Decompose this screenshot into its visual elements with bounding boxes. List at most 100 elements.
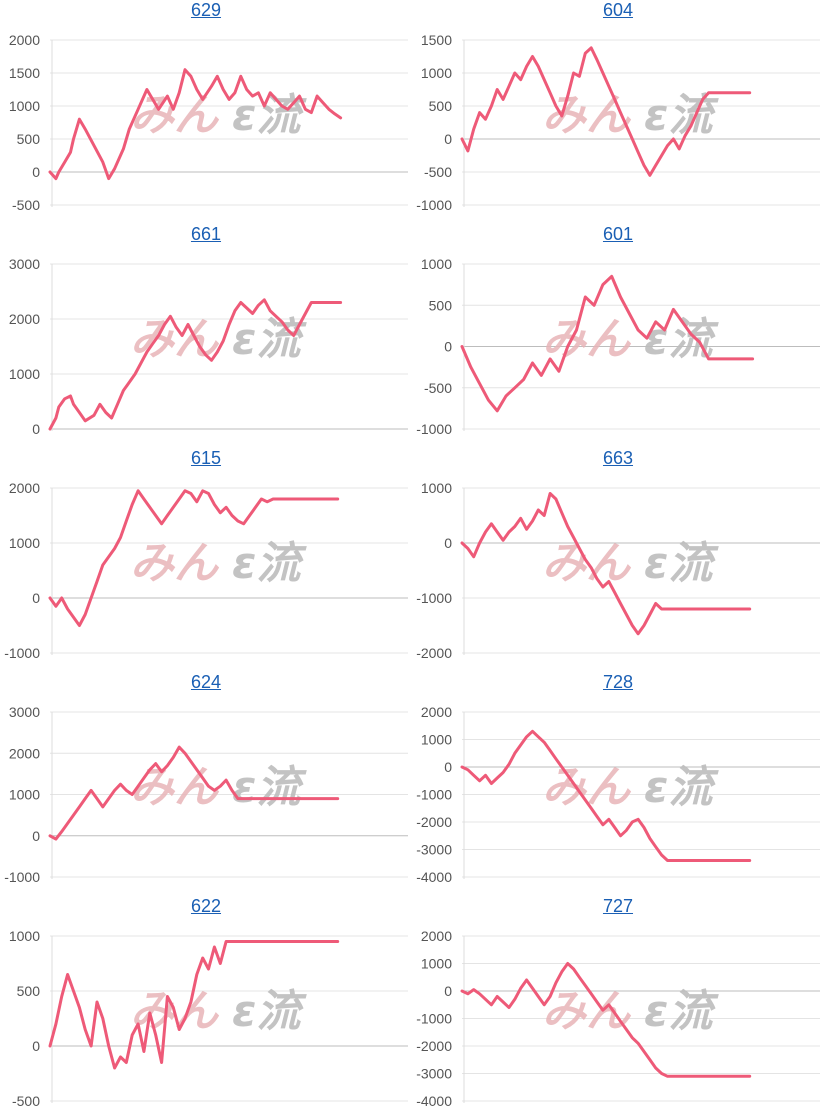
chart-title: 601	[412, 224, 824, 246]
y-tick-label: 1000	[9, 535, 40, 551]
chart-title-link[interactable]: 663	[602, 448, 634, 468]
watermark-logo-right: ε流	[644, 538, 719, 589]
y-tick-label: 1000	[421, 956, 452, 972]
y-tick-label: 1500	[421, 32, 452, 48]
y-tick-label: 2000	[9, 32, 40, 48]
y-tick-label: -1000	[4, 645, 40, 661]
chart-title-link[interactable]: 661	[190, 224, 222, 244]
y-tick-label: 0	[32, 421, 40, 437]
watermark-logo-left: みん	[542, 314, 632, 365]
y-tick-label: 0	[32, 828, 40, 844]
y-tick-label: 0	[444, 759, 452, 775]
chart-title: 728	[412, 672, 824, 694]
y-tick-label: -1000	[416, 590, 452, 606]
series-line	[48, 68, 343, 181]
chart-title: 624	[0, 672, 412, 694]
watermark-logo-right: ε流	[232, 90, 307, 141]
chart-title-link[interactable]: 727	[602, 896, 634, 916]
chart-title-link[interactable]: 624	[190, 672, 222, 692]
watermark-logo-left: みん	[542, 762, 632, 813]
watermark-logo-right: ε流	[232, 986, 307, 1037]
y-tick-label: -1000	[416, 1011, 452, 1027]
y-tick-label: 1000	[9, 928, 40, 944]
y-tick-label: -2000	[416, 814, 452, 830]
series-line	[460, 274, 755, 413]
chart-title-link[interactable]: 604	[602, 0, 634, 20]
chart-728: 728 -4000 -3000 -2000 -1000 0 1000 2000 みん ε流	[412, 672, 824, 896]
y-tick-label: 1500	[9, 65, 40, 81]
y-tick-label: -1000	[416, 421, 452, 437]
y-tick-label: -3000	[416, 1066, 452, 1082]
y-tick-label: -2000	[416, 1038, 452, 1054]
y-tick-label: -500	[12, 197, 40, 213]
chart-601: 601 -1000 -500 0 500 1000 みん ε流	[412, 224, 824, 448]
watermark-logo-right: ε流	[644, 986, 719, 1037]
watermark-logo-left: みん	[542, 986, 632, 1037]
line-chart-svg: -4000 -3000 -2000 -1000 0 1000 2000 みん ε流	[416, 704, 820, 885]
y-tick-label: 1000	[9, 98, 40, 114]
chart-title: 663	[412, 448, 824, 470]
y-tick-label: 500	[17, 983, 41, 999]
chart-title: 661	[0, 224, 412, 246]
y-tick-label: -2000	[416, 645, 452, 661]
y-tick-label: 500	[429, 98, 453, 114]
series-line	[460, 492, 752, 636]
y-tick-label: 0	[32, 590, 40, 606]
y-tick-label: 1000	[421, 65, 452, 81]
y-tick-label: 1000	[421, 256, 452, 272]
line-chart-svg: -1000 -500 0 500 1000 1500 みん ε流	[416, 32, 820, 213]
watermark-logo-left: みん	[130, 762, 220, 813]
y-tick-label: 1000	[9, 366, 40, 382]
series-line	[48, 745, 340, 841]
chart-title: 604	[412, 0, 824, 22]
y-tick-label: 2000	[421, 704, 452, 720]
series-line	[48, 298, 343, 431]
watermark-logo-right: ε流	[232, 538, 307, 589]
chart-title-link[interactable]: 629	[190, 0, 222, 20]
series-line	[460, 962, 752, 1078]
y-tick-label: 500	[429, 297, 453, 313]
chart-title-link[interactable]: 615	[190, 448, 222, 468]
y-tick-label: 1000	[421, 732, 452, 748]
y-tick-label: 0	[444, 339, 452, 355]
y-tick-label: 500	[17, 131, 41, 147]
y-tick-label: -1000	[4, 869, 40, 885]
chart-624: 624 -1000 0 1000 2000 3000 みん ε流	[0, 672, 412, 896]
y-tick-label: 0	[444, 131, 452, 147]
watermark-logo-right: ε流	[644, 90, 719, 141]
chart-727: 727 -4000 -3000 -2000 -1000 0 1000 2000 みん ε流	[412, 896, 824, 1120]
watermark-logo-right: ε流	[644, 762, 719, 813]
y-tick-label: -4000	[416, 1093, 452, 1109]
y-tick-label: -4000	[416, 869, 452, 885]
series-line	[460, 729, 752, 862]
y-tick-label: 2000	[9, 311, 40, 327]
y-tick-label: 0	[444, 983, 452, 999]
line-chart-svg: -1000 0 1000 2000 みん ε流	[4, 480, 408, 661]
series-line	[48, 489, 340, 627]
y-tick-label: -3000	[416, 842, 452, 858]
chart-661: 661 0 1000 2000 3000 みん ε流	[0, 224, 412, 448]
y-tick-label: -500	[12, 1093, 40, 1109]
chart-title: 727	[412, 896, 824, 918]
chart-622: 622 -500 0 500 1000 みん ε流	[0, 896, 412, 1120]
y-tick-label: 2000	[9, 745, 40, 761]
y-tick-label: 3000	[9, 704, 40, 720]
y-tick-label: 0	[444, 535, 452, 551]
watermark-logo-left: みん	[542, 90, 632, 141]
chart-title-link[interactable]: 728	[602, 672, 634, 692]
chart-title-link[interactable]: 622	[190, 896, 222, 916]
y-tick-label: 1000	[421, 480, 452, 496]
chart-663: 663 -2000 -1000 0 1000 みん ε流	[412, 448, 824, 672]
chart-title: 622	[0, 896, 412, 918]
y-tick-label: -500	[424, 380, 452, 396]
chart-title-link[interactable]: 601	[602, 224, 634, 244]
y-tick-label: 3000	[9, 256, 40, 272]
watermark-logo-right: ε流	[232, 314, 307, 365]
y-tick-label: 0	[32, 1038, 40, 1054]
line-chart-svg: -1000 0 1000 2000 3000 みん ε流	[4, 704, 408, 885]
